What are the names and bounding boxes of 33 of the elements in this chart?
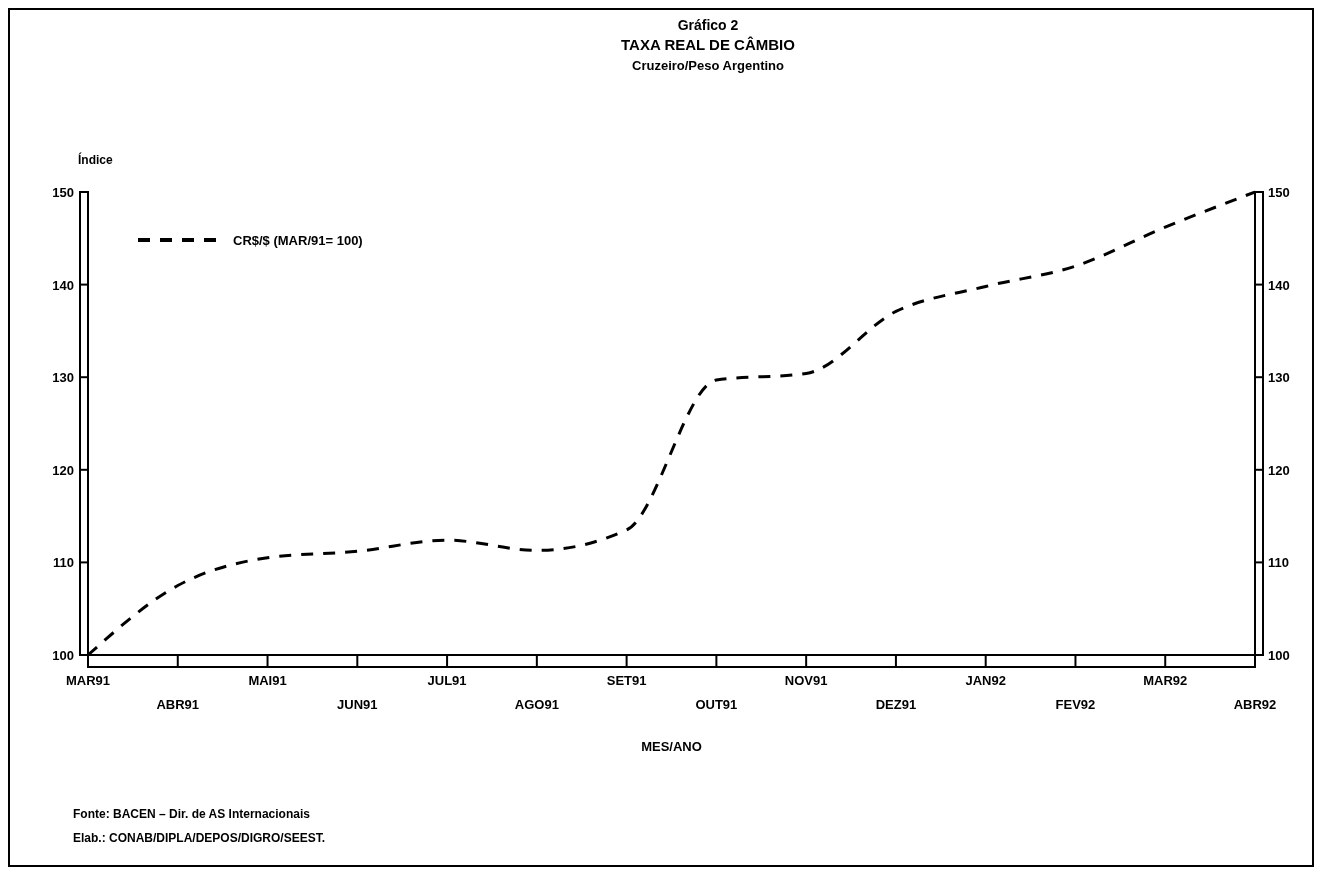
y2-tick-label: 120 [1268,462,1290,478]
x-axis-title: MES/ANO [641,739,702,754]
y2-tick-label: 130 [1268,370,1290,386]
chart-title: Gráfico 2 [677,17,739,33]
source-note: Fonte: BACEN – Dir. de AS Internacionais [73,807,311,821]
x-tick-label: ABR91 [156,697,200,712]
x-tick-label: MAI91 [248,673,287,688]
x-tick-label: OUT91 [695,697,738,712]
x-tick-label: SET91 [606,673,647,688]
text: Elab.: CONAB/DIPLA/DEPOS/DIGRO/SEEST. [73,831,326,845]
x-tick-label: FEV92 [1055,697,1096,712]
text: CR$/$ (MAR/91= 100) [233,233,363,248]
y2-tick-label: 140 [1268,277,1290,293]
x-tick-label: MAR91 [65,673,111,688]
x-tick-label: DEZ91 [875,697,917,712]
chart-subtitle: TAXA REAL DE CÂMBIO Cruzeiro/Peso Argentino [621,36,796,73]
y-axis-title: Índice [78,152,113,167]
y-tick-label: 110 [53,555,74,571]
y2-tick-label: 150 [1268,185,1290,200]
y2-tick-label: 100 [1268,648,1290,663]
x-tick-label: MAR92 [1143,673,1188,688]
y-tick-label: 140 [52,277,74,293]
x-tick-label: AGO91 [514,697,559,712]
y2-tick-label: 110 [1268,555,1289,571]
x-tick-label: NOV91 [784,673,828,688]
y-tick-label: 100 [52,648,74,663]
x-tick-label: JAN92 [965,673,1006,688]
x-tick-label: JUN91 [337,697,378,712]
y-tick-label: 150 [52,185,74,200]
x-tick-label: JUL91 [427,673,467,688]
x-tick-label: ABR92 [1233,697,1277,712]
y-tick-label: 120 [52,462,74,478]
y-tick-label: 130 [52,370,74,386]
